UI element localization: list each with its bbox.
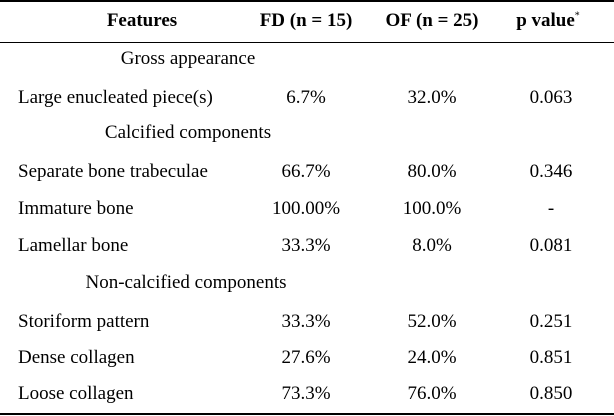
- row-fd-loose-collagen: 73.3%: [281, 383, 331, 404]
- row-fd-separate-bone-trabeculae: 66.7%: [281, 161, 331, 182]
- row-p-loose-collagen: 0.850: [529, 383, 573, 404]
- row-feature-storiform-pattern: Storiform pattern: [18, 311, 150, 332]
- row-feature-lamellar-bone: Lamellar bone: [18, 235, 129, 256]
- row-p-lamellar-bone: 0.081: [529, 235, 573, 256]
- row-of-loose-collagen: 76.0%: [407, 383, 457, 404]
- row-p-separate-bone-trabeculae: 0.346: [529, 161, 573, 182]
- row-fd-immature-bone: 100.00%: [271, 198, 341, 219]
- header-features: Features: [106, 10, 178, 31]
- header-p-label: p value: [516, 10, 575, 31]
- row-fd-storiform-pattern: 33.3%: [281, 311, 331, 332]
- row-p-immature-bone: -: [547, 198, 555, 219]
- row-feature-immature-bone: Immature bone: [18, 198, 134, 219]
- header-p-footnote-marker: *: [574, 10, 580, 22]
- table-header-rule: [0, 42, 614, 43]
- row-feature-separate-bone-trabeculae: Separate bone trabeculae: [18, 161, 208, 182]
- table-top-rule: [0, 0, 614, 2]
- header-fd: FD (n = 15): [259, 10, 353, 31]
- row-of-storiform-pattern: 52.0%: [407, 311, 457, 332]
- table-bottom-rule: [0, 413, 614, 415]
- row-of-dense-collagen: 24.0%: [407, 347, 457, 368]
- row-fd-large-enucleated: 6.7%: [286, 87, 326, 108]
- section-gross-appearance: Gross appearance: [120, 48, 256, 69]
- row-feature-loose-collagen: Loose collagen: [18, 383, 134, 404]
- row-fd-dense-collagen: 27.6%: [281, 347, 331, 368]
- section-calcified-components: Calcified components: [104, 122, 272, 143]
- header-of: OF (n = 25): [385, 10, 479, 31]
- row-p-large-enucleated: 0.063: [529, 87, 573, 108]
- row-of-separate-bone-trabeculae: 80.0%: [407, 161, 457, 182]
- row-fd-lamellar-bone: 33.3%: [281, 235, 331, 256]
- header-p-value: p value*: [516, 9, 580, 33]
- row-feature-dense-collagen: Dense collagen: [18, 347, 135, 368]
- row-of-immature-bone: 100.0%: [402, 198, 462, 219]
- row-p-storiform-pattern: 0.251: [529, 311, 573, 332]
- row-of-lamellar-bone: 8.0%: [412, 235, 452, 256]
- row-p-dense-collagen: 0.851: [529, 347, 573, 368]
- section-noncalcified-components: Non-calcified components: [85, 272, 287, 293]
- row-of-large-enucleated: 32.0%: [407, 87, 457, 108]
- row-feature-large-enucleated: Large enucleated piece(s): [18, 87, 213, 108]
